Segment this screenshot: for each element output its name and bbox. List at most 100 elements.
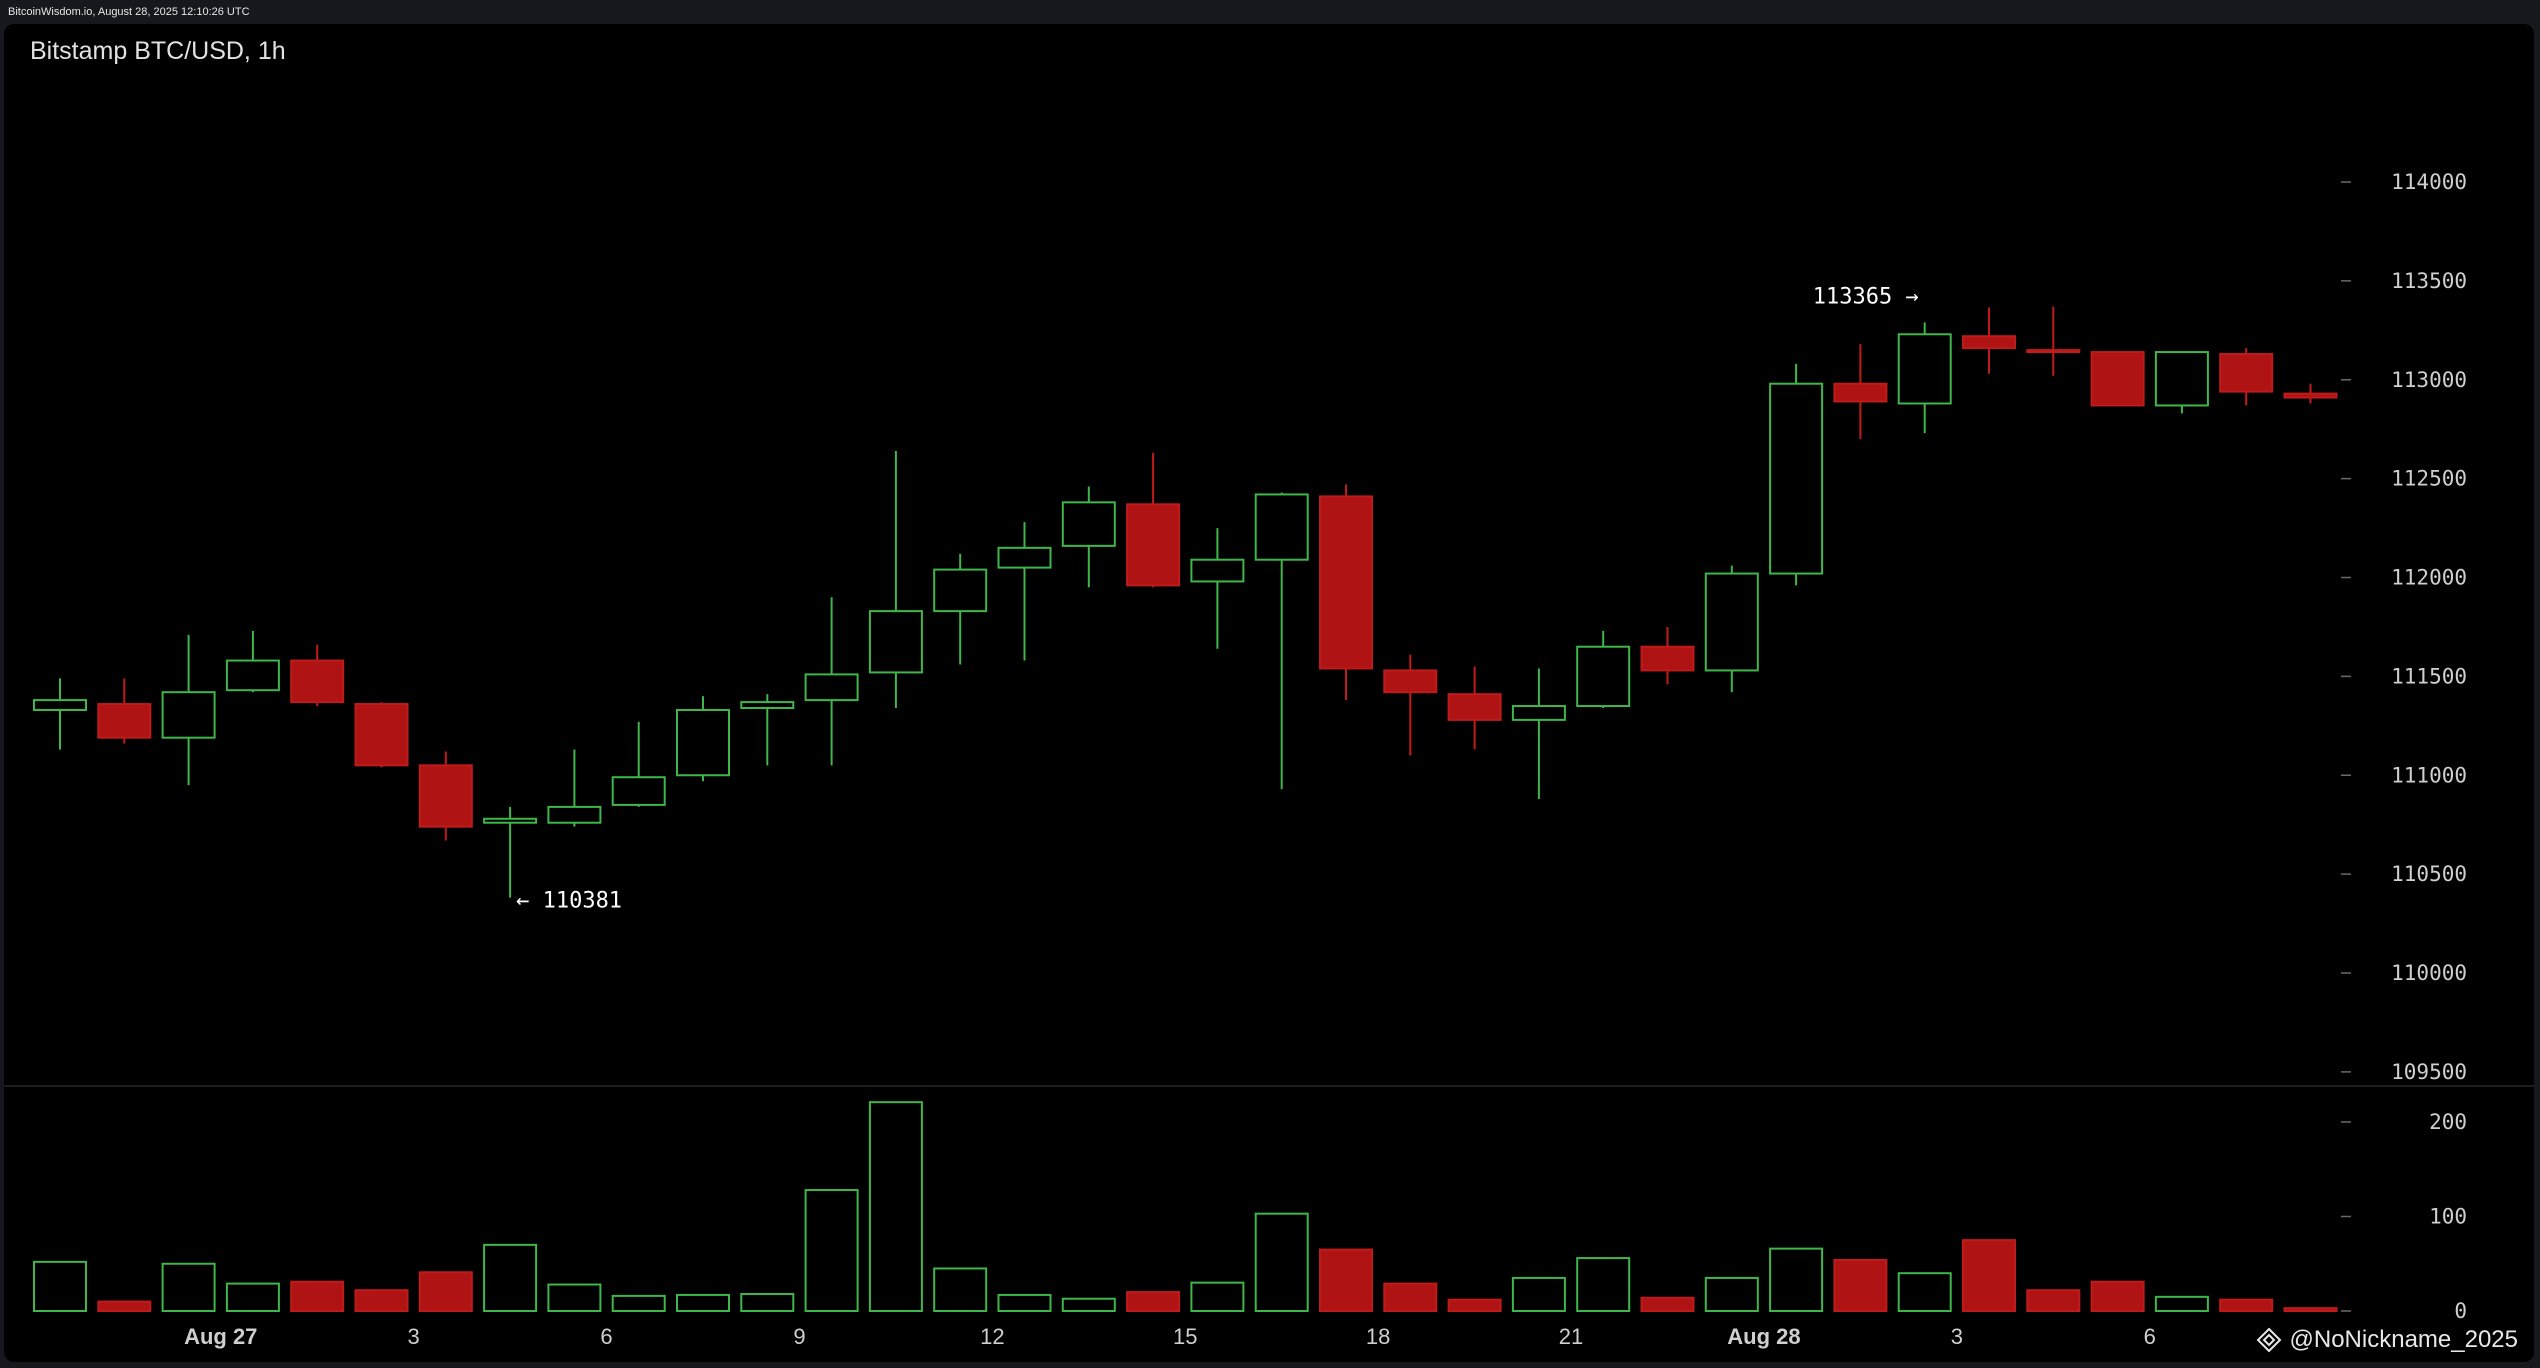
candle: [1833, 344, 1888, 440]
candle: [1511, 668, 1566, 799]
source-timestamp: BitcoinWisdom.io, August 28, 2025 12:10:…: [8, 6, 250, 18]
top-bar: BitcoinWisdom.io, August 28, 2025 12:10:…: [0, 0, 2540, 24]
candle-body-up: [611, 776, 666, 806]
candle-body-up: [740, 701, 795, 710]
candle: [997, 522, 1052, 661]
candle: [1061, 486, 1116, 588]
candle: [2154, 351, 2209, 414]
time-tick-label: 3: [408, 1324, 420, 1349]
candle-body-down: [1962, 335, 2016, 350]
candle-body-up: [868, 610, 923, 674]
watermark-text: @NoNickname_2025: [2289, 1326, 2518, 1353]
volume-bar-up: [611, 1294, 666, 1313]
binance-diamond-icon: [2256, 1327, 2281, 1353]
volume-bar-up: [1704, 1276, 1759, 1313]
candle: [933, 553, 988, 665]
volume-bar-down: [1319, 1248, 1373, 1312]
volume-bar-up: [1769, 1247, 1824, 1313]
price-tick-label: 110500: [2391, 862, 2467, 886]
candle-body-up: [161, 691, 216, 739]
candle-body-up: [676, 708, 730, 777]
volume-bar-down: [2026, 1289, 2081, 1312]
candle-body-down: [1447, 693, 1502, 721]
candlestick-chart[interactable]: 109500 110000 110500 111000 111500 112000 1125…: [4, 24, 2534, 1362]
price-axis: 109500 110000 110500 111000 111500 112000 1125…: [2341, 170, 2467, 1084]
candle-body-down: [2026, 349, 2081, 354]
price-annotations: ← 110381 113365 →: [516, 285, 1919, 914]
chart-panel[interactable]: 109500 110000 110500 111000 111500 112000 1125…: [4, 24, 2534, 1362]
volume-bar-up: [1061, 1297, 1116, 1312]
candle: [483, 806, 538, 898]
candle: [354, 702, 409, 768]
candle: [225, 630, 280, 693]
volume-bar-down: [1640, 1296, 1695, 1313]
time-tick-label: 3: [1951, 1324, 1963, 1349]
candle: [1962, 307, 2016, 374]
candle: [97, 678, 152, 744]
volume-axis: 0 100 200: [2341, 1110, 2467, 1323]
price-tick-label: 111000: [2391, 763, 2467, 787]
candle: [290, 644, 345, 707]
volume-bar-down: [354, 1289, 409, 1312]
volume-bar-down: [1962, 1239, 2016, 1312]
candle-body-up: [804, 673, 859, 702]
candle-body-down: [418, 764, 473, 828]
candle: [1576, 630, 1631, 709]
volume-bar-up: [1254, 1212, 1309, 1313]
volume-bars-layer: [33, 1101, 2338, 1313]
price-tick-label: 110000: [2391, 961, 2467, 985]
volume-bar-down: [2283, 1307, 2338, 1313]
volume-bar-up: [740, 1292, 795, 1312]
candle-body-up: [33, 699, 87, 711]
chart-title: Bitstamp BTC/USD, 1h: [30, 37, 286, 65]
candle: [33, 678, 87, 750]
candle: [1254, 492, 1309, 790]
candle-body-up: [225, 659, 280, 692]
price-tick-label: 109500: [2391, 1060, 2467, 1084]
volume-bar-up: [1190, 1281, 1245, 1313]
candle-body-down: [290, 659, 345, 704]
candle: [740, 694, 795, 766]
candle-body-down: [2283, 392, 2338, 399]
volume-tick-label: 100: [2429, 1205, 2467, 1229]
price-tick-label: 111500: [2391, 664, 2467, 688]
candle-body-up: [1061, 501, 1116, 547]
time-tick-label: 21: [1559, 1324, 1583, 1349]
candle-body-down: [97, 703, 152, 739]
volume-tick-label: 0: [2454, 1299, 2467, 1323]
candle: [1704, 565, 1759, 693]
candle: [676, 696, 730, 782]
candle: [1769, 363, 1824, 586]
candle-body-up: [1511, 705, 1566, 721]
candle: [2026, 306, 2081, 376]
price-annotation: 113365 →: [1813, 285, 1919, 310]
time-tick-label: 12: [980, 1324, 1004, 1349]
volume-bar-down: [1126, 1291, 1181, 1312]
price-tick-label: 114000: [2391, 170, 2467, 194]
volume-bar-up: [483, 1243, 538, 1312]
volume-bar-down: [1447, 1298, 1502, 1313]
candle: [1383, 654, 1438, 756]
time-tick-label: 6: [600, 1324, 612, 1349]
volume-bar-down: [418, 1271, 473, 1313]
time-tick-label: 9: [793, 1324, 805, 1349]
candle: [868, 450, 923, 709]
candle-body-up: [933, 568, 988, 613]
time-tick-label: 18: [1366, 1324, 1390, 1349]
volume-bar-up: [933, 1267, 988, 1312]
time-tick-label: 15: [1173, 1324, 1197, 1349]
volume-bar-down: [1833, 1258, 1888, 1312]
price-annotation: ← 110381: [516, 889, 622, 914]
volume-bar-up: [868, 1101, 923, 1313]
volume-bar-down: [2219, 1298, 2274, 1313]
volume-bar-up: [1897, 1272, 1952, 1312]
candle: [1190, 528, 1245, 649]
candle-body-down: [2090, 351, 2145, 407]
candles-layer: [33, 306, 2338, 898]
price-tick-label: 112500: [2391, 467, 2467, 491]
candle-body-up: [1190, 558, 1245, 583]
volume-bar-up: [225, 1282, 280, 1312]
candle-body-down: [354, 703, 409, 767]
candle: [2283, 383, 2338, 404]
volume-bar-up: [1511, 1276, 1566, 1313]
